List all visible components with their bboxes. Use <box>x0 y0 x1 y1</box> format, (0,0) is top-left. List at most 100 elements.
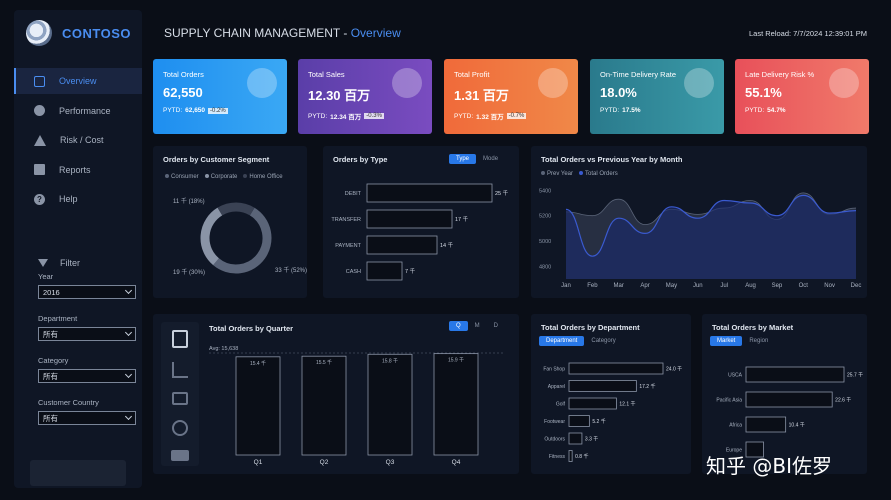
profit-icon[interactable] <box>172 392 188 405</box>
sidebar-item-label: Risk / Cost <box>60 135 104 145</box>
kpi-pytd: PYTD: 62,650 -0.2% <box>163 107 277 114</box>
slicer-label: Year <box>38 272 54 281</box>
kpi-card-total-orders[interactable]: Total Orders 62,550 PYTD: 62,650 -0.2% <box>153 59 287 134</box>
market-region-toggle: Market Region <box>710 336 775 346</box>
toggle-type[interactable]: Type <box>449 154 477 164</box>
kpi-pytd: PYTD: 1.32 百万 -0.7% <box>454 111 568 121</box>
kpi-value: 55.1% <box>745 85 782 100</box>
category-dropdown[interactable]: 所有 <box>38 369 136 383</box>
year-dropdown[interactable]: 2016 <box>38 285 136 299</box>
orders-icon[interactable] <box>172 330 188 348</box>
type-panel: Orders by Type Type Mode DEBIT 25 千 TRANSF… <box>323 146 519 298</box>
category-label: USCA <box>728 373 743 379</box>
kpi-card-on-time-delivery[interactable]: On-Time Delivery Rate 18.0% PYTD: 17.5% <box>590 59 724 134</box>
data-label: 15.9 千 <box>448 357 464 364</box>
kpi-card-late-delivery-risk[interactable]: Late Delivery Risk % 55.1% PYTD: 54.7% <box>735 59 869 134</box>
page-title: SUPPLY CHAIN MANAGEMENT - Overview <box>164 26 401 40</box>
x-tick-label: Q2 <box>320 459 329 466</box>
chevron-down-icon <box>124 370 133 379</box>
x-tick-label: May <box>666 283 677 289</box>
dropdown-value: 所有 <box>43 371 58 381</box>
report-icon <box>34 164 45 175</box>
x-tick-label: Jul <box>720 283 728 289</box>
sales-icon[interactable] <box>172 362 188 378</box>
department-bar-chart: Fan Shop 24.0 千 Apparel 17.2 千 Golf 12.1 千 Foo… <box>543 362 682 462</box>
toggle-day[interactable]: D <box>493 323 499 329</box>
department-dropdown[interactable]: 所有 <box>38 327 136 341</box>
slicer-label: Department <box>38 314 78 323</box>
toggle-quarter[interactable]: Q <box>449 321 468 331</box>
panel-title: Total Orders by Market <box>712 323 794 332</box>
data-label: 5.2 千 <box>592 418 605 425</box>
category-label: Fan Shop <box>543 367 565 373</box>
data-label: 10.4 千 <box>789 422 805 429</box>
orders-icon <box>247 68 277 98</box>
data-label: 14 千 <box>440 241 454 249</box>
kpi-title: Total Orders <box>163 70 204 79</box>
panel-title: Total Orders vs Previous Year by Month <box>541 155 683 164</box>
delta-badge: -0.3% <box>364 113 384 119</box>
kpi-value: 1.31 百万 <box>454 88 509 103</box>
bar <box>366 183 493 203</box>
toggle-category[interactable]: Category <box>591 338 616 344</box>
category-label: Pacific Asia <box>716 398 742 404</box>
donut-slice-consumer <box>213 207 272 274</box>
data-label: 0.8 千 <box>575 453 588 460</box>
bar <box>568 380 637 392</box>
kpi-title: On-Time Delivery Rate <box>600 70 676 79</box>
market-bar-chart: USCA 25.7 千 Pacific Asia 22.6 千 Africa 10.4 千… <box>716 366 863 458</box>
slicer-label: Category <box>38 356 69 365</box>
customer-country-dropdown[interactable]: 所有 <box>38 411 136 425</box>
bar <box>745 391 833 408</box>
brand-logo: CONTOSO <box>26 20 131 46</box>
bar <box>568 415 590 427</box>
bar <box>235 356 281 456</box>
kpi-card-total-sales[interactable]: Total Sales 12.30 百万 PYTD: 12.34 百万 -0.3% <box>298 59 432 134</box>
sidebar-item-risk-cost[interactable]: Risk / Cost <box>14 127 142 153</box>
app-title: SUPPLY CHAIN MANAGEMENT <box>164 26 341 40</box>
sidebar-item-help[interactable]: ? Help <box>14 186 142 212</box>
y-tick-label: 5200 <box>539 214 551 220</box>
x-tick-label: Sep <box>772 283 783 289</box>
department-panel: Total Orders by Department Department Ca… <box>531 314 691 474</box>
toggle-department[interactable]: Department <box>539 336 585 346</box>
kpi-pytd: PYTD: 54.7% <box>745 107 859 114</box>
pytd-label: PYTD: <box>745 107 765 114</box>
sidebar-item-reports[interactable]: Reports <box>14 157 142 183</box>
pytd-label: PYTD: <box>600 107 620 114</box>
kpi-card-total-profit[interactable]: Total Profit 1.31 百万 PYTD: 1.32 百万 -0.7% <box>444 59 578 134</box>
pytd-value: 62,650 <box>185 107 206 114</box>
data-label: 7 千 <box>405 267 416 275</box>
data-label: 17 千 <box>455 215 469 223</box>
bar <box>366 235 438 255</box>
kpi-value: 18.0% <box>600 85 637 100</box>
pytd-value: 54.7% <box>767 107 786 114</box>
toggle-market[interactable]: Market <box>710 336 743 346</box>
legend-item: Total Orders <box>579 171 618 177</box>
sidebar-item-overview[interactable]: Overview <box>14 68 142 94</box>
year-slicer: Year 2016 <box>38 272 136 299</box>
brand-name: CONTOSO <box>62 25 131 41</box>
category-label: Apparel <box>548 384 565 390</box>
x-tick-label: Q4 <box>452 459 461 466</box>
y-tick-label: 4800 <box>539 264 551 270</box>
toggle-mode[interactable]: Mode <box>483 156 499 162</box>
clock-icon[interactable] <box>172 420 188 436</box>
filter-title: Filter <box>60 258 80 268</box>
category-label: CASH <box>346 269 361 275</box>
sidebar-item-label: Help <box>59 194 78 204</box>
data-label: 19 千 (30%) <box>173 268 205 276</box>
data-label: 12.1 千 <box>619 401 635 408</box>
data-label: 15.5 千 <box>316 359 332 366</box>
category-label: DEBIT <box>345 191 362 197</box>
truck-icon[interactable] <box>171 450 189 461</box>
month-panel: Total Orders vs Previous Year by Month P… <box>531 146 867 298</box>
sidebar-action-button[interactable] <box>30 460 126 486</box>
category-label: Golf <box>556 402 566 408</box>
x-tick-label: Nov <box>824 283 835 289</box>
bar <box>433 353 479 456</box>
data-label: 33 千 (52%) <box>275 266 307 274</box>
toggle-month[interactable]: M <box>474 323 480 329</box>
toggle-region[interactable]: Region <box>749 338 769 344</box>
sidebar-item-performance[interactable]: Performance <box>14 98 142 124</box>
